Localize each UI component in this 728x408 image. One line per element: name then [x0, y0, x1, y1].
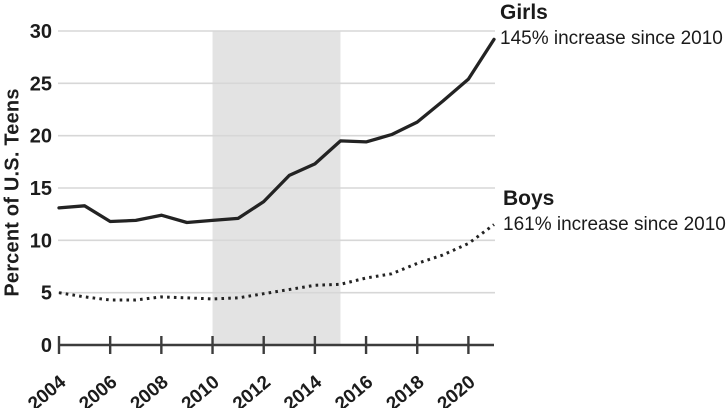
boys-data-line [58, 223, 495, 302]
x-tick-label: 2004 [24, 371, 70, 408]
y-tick-label: 15 [30, 178, 52, 200]
x-tick-label: 2014 [280, 371, 326, 408]
y-tick-label: 25 [30, 73, 52, 95]
x-tick-label: 2012 [229, 372, 275, 408]
y-axis-title: Percent of U.S. Teens [1, 88, 24, 297]
y-tick-label: 10 [30, 230, 52, 252]
y-tick-label: 0 [41, 335, 52, 357]
y-tick-label: 20 [30, 126, 52, 148]
x-tick-label: 2006 [76, 372, 122, 408]
y-tick-label: 30 [30, 21, 52, 43]
x-tick-label: 2016 [331, 372, 377, 408]
y-tick-label: 5 [41, 283, 52, 305]
girls-data-line [57, 37, 496, 225]
boys-series-label: Boys [503, 187, 555, 210]
girls-series-detail: 145% increase since 2010 [500, 28, 723, 49]
x-tick-label: 2010 [178, 372, 224, 408]
x-tick-label: 2020 [434, 372, 480, 408]
x-tick-label: 2018 [383, 372, 429, 408]
girls-series-label: Girls [500, 1, 548, 24]
boys-series-detail: 161% increase since 2010 [503, 214, 726, 235]
x-tick-label: 2008 [127, 372, 173, 408]
